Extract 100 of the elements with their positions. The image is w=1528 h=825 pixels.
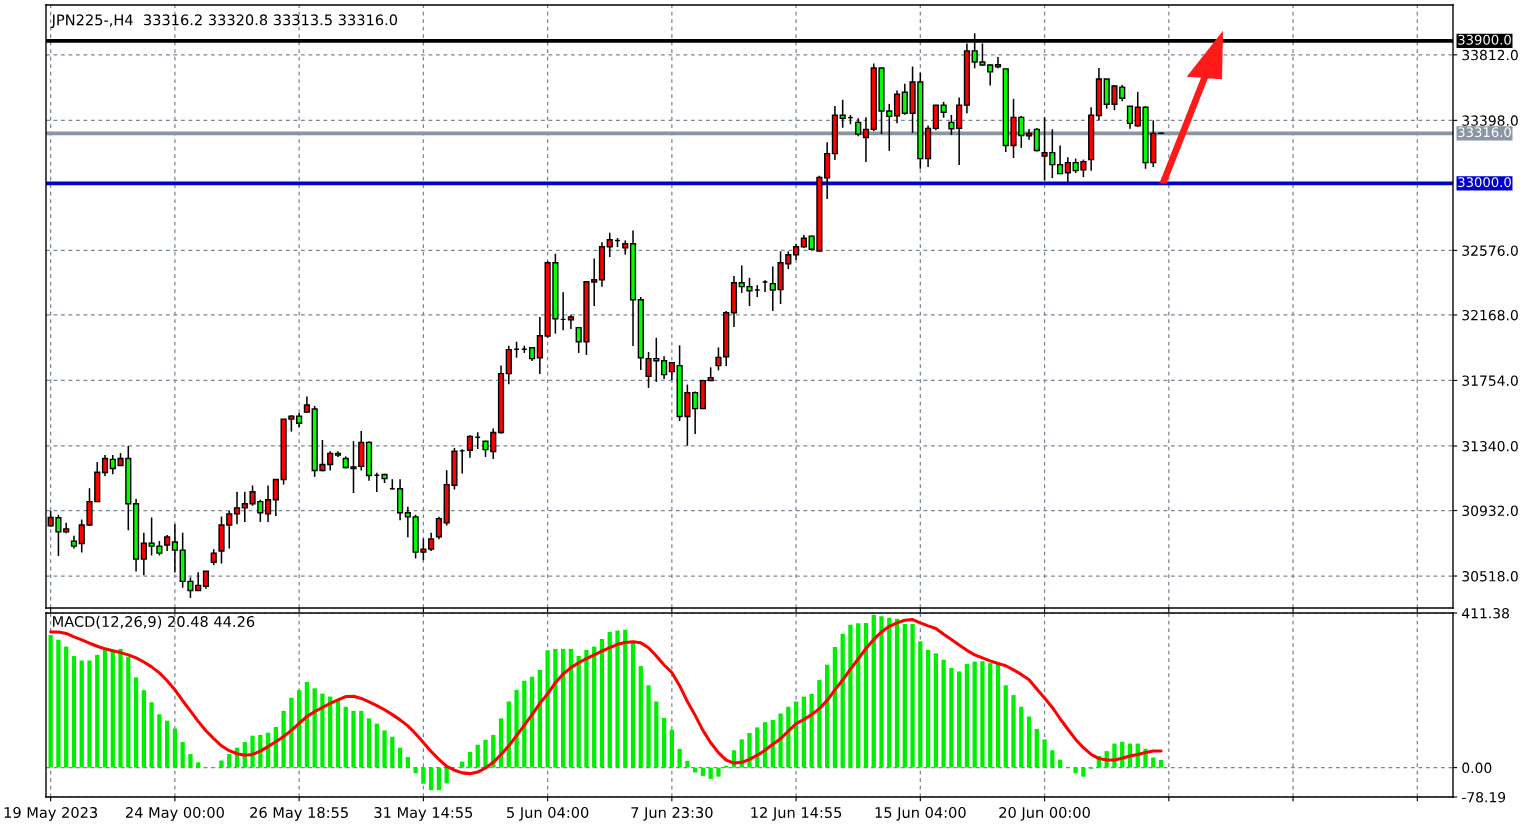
candlestick	[839, 99, 846, 129]
bar	[289, 697, 294, 768]
bar	[64, 646, 69, 768]
x-tick-label: 19 May 2023	[4, 806, 98, 821]
bar	[630, 642, 636, 768]
candlestick	[692, 390, 699, 435]
bar	[856, 623, 861, 768]
bar	[964, 663, 970, 768]
bar	[110, 650, 115, 768]
candlestick	[264, 484, 272, 523]
y-tick-label: 0.00	[1462, 762, 1492, 774]
x-tick-label: 26 May 18:55	[250, 806, 348, 821]
bar	[607, 631, 612, 768]
bar	[863, 622, 869, 768]
bar	[646, 685, 651, 768]
bar	[1042, 739, 1047, 768]
bar	[1034, 728, 1039, 768]
x-tick-label: 24 May 00:00	[125, 806, 224, 821]
bar	[141, 690, 146, 768]
bar	[126, 656, 131, 768]
bar	[840, 633, 845, 768]
bar	[366, 718, 372, 768]
bar	[677, 748, 682, 768]
bar	[995, 664, 1001, 768]
bar	[335, 699, 341, 768]
bar	[894, 618, 900, 768]
y-tick-label: 411.38	[1462, 607, 1509, 619]
x-tick-label: 5 Jun 04:00	[507, 806, 589, 821]
candlestick	[101, 454, 109, 477]
bar	[188, 754, 193, 768]
bar	[56, 639, 61, 768]
ref-line-label: 33000.0	[1458, 177, 1511, 188]
bar	[1073, 767, 1078, 774]
bar	[933, 653, 938, 768]
bar	[165, 720, 170, 768]
candlestick	[956, 96, 963, 166]
bar	[941, 659, 946, 768]
bar	[545, 650, 550, 768]
bar	[793, 701, 799, 768]
bar	[48, 634, 53, 768]
ref-line-label: 33900.0	[1458, 34, 1511, 45]
bar	[351, 710, 356, 768]
bar	[390, 736, 395, 768]
candlestick	[893, 89, 901, 125]
bar	[708, 767, 713, 779]
bar	[918, 641, 923, 768]
bar	[382, 730, 387, 768]
bar	[848, 624, 853, 768]
bar	[615, 630, 620, 768]
candlestick	[567, 313, 575, 330]
bar	[312, 688, 317, 768]
bar	[149, 702, 154, 768]
bar	[925, 649, 931, 768]
bar	[343, 706, 348, 768]
y-tick-label: 33398.0	[1462, 115, 1518, 126]
bar	[825, 664, 830, 768]
bar	[118, 648, 123, 768]
bar	[747, 733, 752, 768]
bar	[95, 654, 100, 768]
candlestick	[1064, 156, 1071, 183]
bar	[1011, 695, 1016, 768]
bar	[887, 617, 892, 768]
bar	[429, 767, 434, 791]
bar	[460, 761, 465, 768]
candlestick	[932, 104, 939, 131]
candlestick	[622, 239, 629, 256]
bar	[196, 762, 201, 768]
bar	[1003, 685, 1008, 768]
bar	[1158, 759, 1164, 768]
bar	[638, 666, 643, 768]
x-tick-label: 15 Jun 04:00	[875, 806, 966, 821]
bar	[250, 735, 255, 768]
bar	[304, 681, 310, 768]
bar	[902, 624, 907, 768]
bar	[1081, 767, 1086, 777]
bar	[413, 767, 418, 774]
bar	[421, 767, 426, 784]
ref-line-label: 33316.0	[1458, 127, 1511, 138]
bar	[157, 714, 162, 768]
bar	[778, 713, 783, 768]
bar	[475, 744, 480, 768]
bar	[405, 757, 410, 768]
bar	[949, 668, 954, 768]
candlestick	[171, 523, 178, 574]
candlestick	[466, 434, 474, 459]
bar	[71, 655, 77, 768]
candlestick	[404, 505, 411, 539]
bar	[1050, 750, 1055, 768]
bar	[328, 696, 333, 768]
candlestick	[715, 346, 722, 372]
bar	[700, 767, 706, 776]
bar	[102, 649, 108, 768]
bar	[397, 747, 403, 768]
bar	[561, 648, 566, 768]
bar	[817, 680, 822, 768]
chart-title: MACD(12,26,9) 20.48 44.26	[53, 615, 255, 629]
bar	[576, 655, 581, 768]
bar	[568, 648, 574, 768]
bar	[809, 693, 814, 768]
bar	[832, 646, 838, 768]
